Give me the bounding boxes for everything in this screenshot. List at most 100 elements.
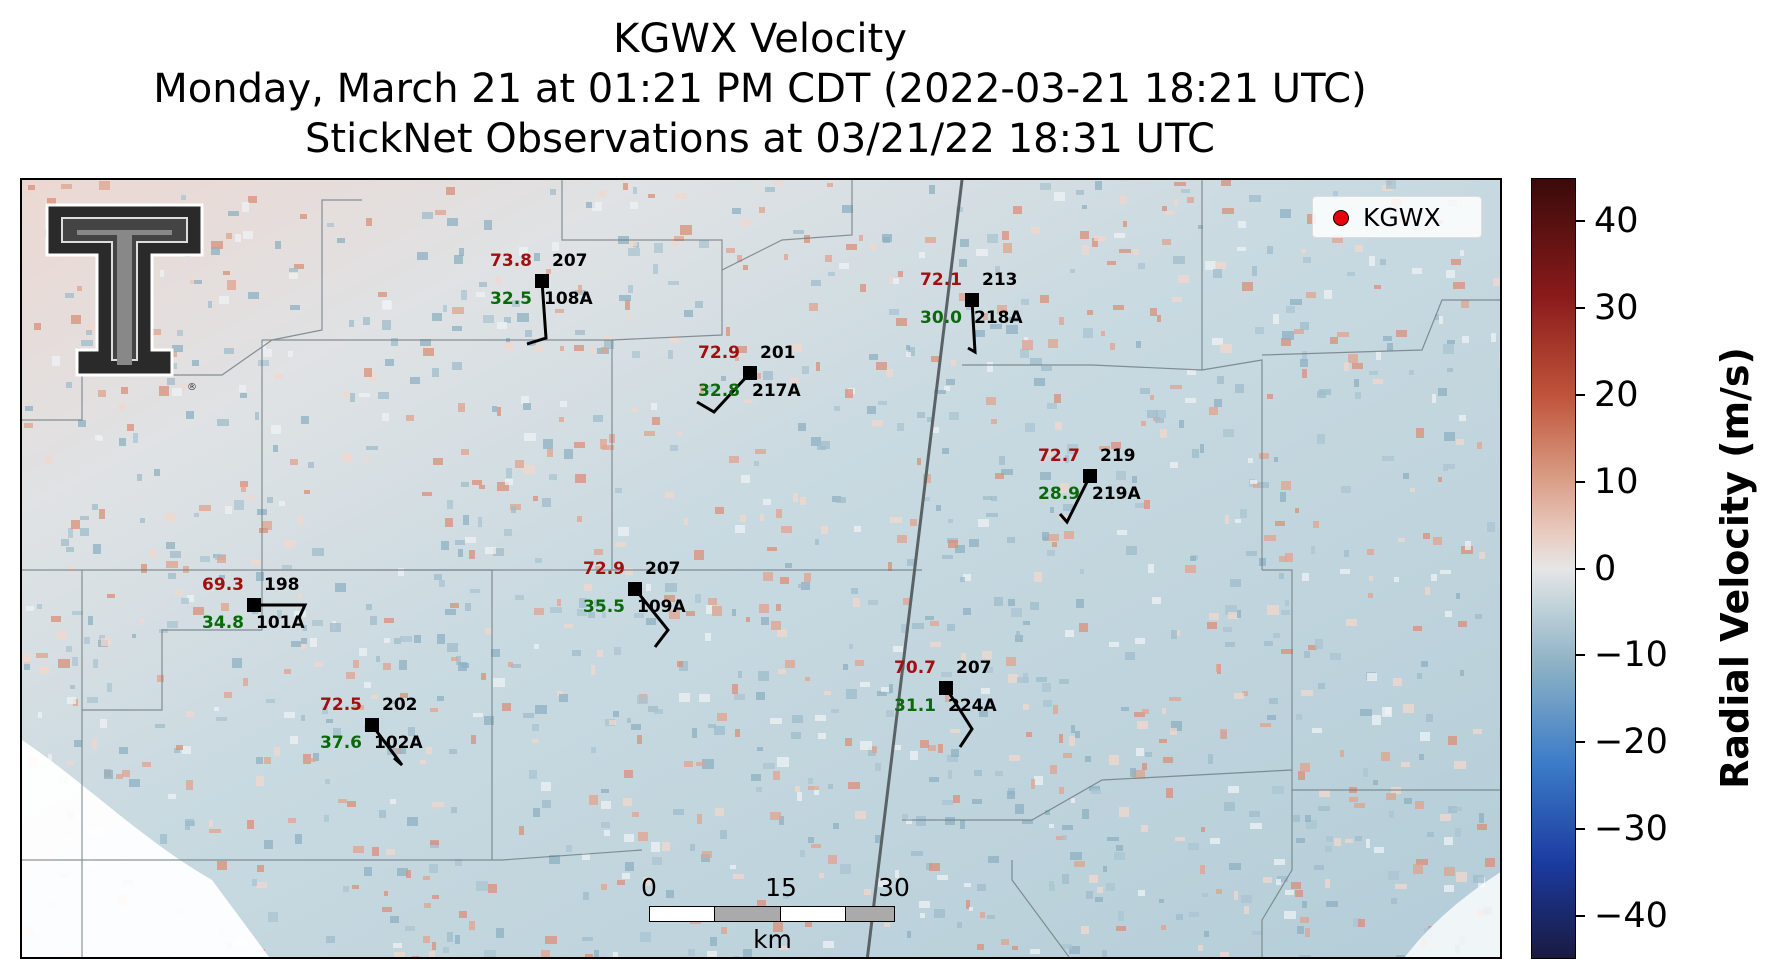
colorbar-tick-mark bbox=[1576, 480, 1585, 483]
colorbar-tick-mark bbox=[1576, 914, 1585, 917]
station-dewpoint: 35.5 bbox=[583, 597, 625, 617]
colorbar-tick-mark bbox=[1576, 741, 1585, 744]
station-number: 202 bbox=[382, 695, 418, 715]
colorbar-title: Radial Velocity (m/s) bbox=[1713, 347, 1757, 789]
colorbar-tick-mark bbox=[1576, 307, 1585, 310]
station-dewpoint: 31.1 bbox=[894, 696, 936, 716]
station-marker bbox=[939, 681, 953, 695]
station-marker bbox=[247, 598, 261, 612]
station-temperature: 73.8 bbox=[490, 251, 532, 271]
colorbar-tick-label: 10 bbox=[1594, 461, 1639, 502]
station-dewpoint: 30.0 bbox=[920, 308, 962, 328]
scale-segment bbox=[649, 906, 715, 922]
station-id: 219A bbox=[1092, 484, 1141, 504]
scale-segment bbox=[714, 906, 781, 922]
station-219A[interactable]: 72.7 219 28.9 219A bbox=[1038, 446, 1141, 525]
colorbar-tick-label: −30 bbox=[1594, 808, 1668, 849]
station-temperature: 69.3 bbox=[202, 575, 244, 595]
colorbar-tick-label: 30 bbox=[1594, 288, 1639, 329]
station-number: 201 bbox=[760, 343, 796, 363]
title-line-3: StickNet Observations at 03/21/22 18:31 … bbox=[305, 116, 1215, 162]
station-dewpoint: 37.6 bbox=[320, 733, 362, 753]
colorbar-tick-label: 0 bbox=[1594, 548, 1617, 589]
colorbar-tick-mark bbox=[1576, 393, 1585, 396]
scale-tick-0: 0 bbox=[641, 873, 657, 902]
station-id: 102A bbox=[374, 733, 423, 753]
colorbar-tick-label: 40 bbox=[1594, 201, 1639, 242]
scale-segment bbox=[780, 906, 846, 922]
state-boundary bbox=[865, 180, 964, 957]
wind-barb bbox=[1058, 475, 1092, 525]
station-id: 108A bbox=[544, 289, 593, 309]
station-217A[interactable]: 72.9 201 32.8 217A bbox=[696, 343, 801, 414]
wind-barb bbox=[526, 280, 548, 346]
stations-layer: 73.8 207 32.5 108A 72.9 201 32.8 217A 72.1 213 30.… bbox=[202, 251, 1141, 767]
station-number: 213 bbox=[982, 270, 1018, 290]
wind-barb bbox=[370, 724, 404, 767]
station-temperature: 72.9 bbox=[583, 559, 625, 579]
station-number: 207 bbox=[645, 559, 681, 579]
colorbar-tick-label: 20 bbox=[1594, 374, 1639, 415]
station-108A[interactable]: 73.8 207 32.5 108A bbox=[490, 251, 593, 346]
scale-bar: 0 15 30 km bbox=[630, 873, 910, 954]
station-temperature: 72.7 bbox=[1038, 446, 1080, 466]
colorbar-tick-mark bbox=[1576, 827, 1585, 830]
scale-tick-15: 15 bbox=[765, 873, 797, 902]
no-data-region bbox=[22, 740, 270, 957]
station-number: 219 bbox=[1100, 446, 1136, 466]
map-legend: KGWX bbox=[1312, 196, 1482, 238]
station-marker bbox=[965, 293, 979, 307]
station-dewpoint: 32.5 bbox=[490, 289, 532, 309]
legend-label: KGWX bbox=[1363, 203, 1441, 232]
colorbar-tick-mark bbox=[1576, 567, 1585, 570]
station-id: 101A bbox=[256, 613, 305, 633]
station-id: 217A bbox=[752, 381, 801, 401]
station-id: 109A bbox=[637, 597, 686, 617]
wind-barb bbox=[254, 603, 308, 619]
station-id: 218A bbox=[974, 308, 1023, 328]
station-temperature: 72.1 bbox=[920, 270, 962, 290]
station-number: 198 bbox=[264, 575, 300, 595]
station-marker bbox=[1083, 469, 1097, 483]
wind-barb bbox=[967, 299, 977, 355]
scale-unit: km bbox=[753, 925, 792, 954]
station-dewpoint: 32.8 bbox=[698, 381, 740, 401]
scale-segment bbox=[845, 906, 895, 922]
station-224A[interactable]: 70.7 207 31.1 224A bbox=[894, 658, 997, 748]
station-marker bbox=[365, 718, 379, 732]
title-line-1: KGWX Velocity bbox=[613, 16, 907, 62]
station-temperature: 70.7 bbox=[894, 658, 936, 678]
wind-barb bbox=[944, 687, 974, 748]
station-dewpoint: 28.9 bbox=[1038, 484, 1080, 504]
no-data-region-right bbox=[1405, 872, 1500, 957]
station-number: 207 bbox=[552, 251, 588, 271]
velocity-colorbar bbox=[1531, 178, 1576, 959]
station-109A[interactable]: 72.9 207 35.5 109A bbox=[583, 559, 686, 648]
station-dewpoint: 34.8 bbox=[202, 613, 244, 633]
station-marker bbox=[535, 274, 549, 288]
station-marker bbox=[628, 582, 642, 596]
colorbar-tick-label: −40 bbox=[1594, 895, 1668, 936]
station-marker bbox=[743, 366, 757, 380]
station-102A[interactable]: 72.5 202 37.6 102A bbox=[320, 695, 423, 767]
colorbar-tick-mark bbox=[1576, 220, 1585, 223]
registered-mark: ® bbox=[187, 382, 197, 393]
title-line-2: Monday, March 21 at 01:21 PM CDT (2022-0… bbox=[153, 66, 1367, 112]
texas-tech-double-t-logo: ® bbox=[45, 203, 204, 393]
station-number: 207 bbox=[956, 658, 992, 678]
wind-barb bbox=[696, 371, 752, 414]
colorbar-tick-mark bbox=[1576, 654, 1585, 657]
radar-map[interactable]: 73.8 207 32.5 108A 72.9 201 32.8 217A 72.1 213 30.… bbox=[20, 178, 1502, 959]
station-101A[interactable]: 69.3 198 34.8 101A bbox=[202, 575, 308, 633]
wind-barb bbox=[633, 588, 670, 648]
station-temperature: 72.5 bbox=[320, 695, 362, 715]
station-temperature: 72.9 bbox=[698, 343, 740, 363]
colorbar-tick-label: −20 bbox=[1594, 722, 1668, 763]
colorbar-tick-label: −10 bbox=[1594, 635, 1668, 676]
scale-tick-30: 30 bbox=[878, 873, 910, 902]
station-id: 224A bbox=[948, 696, 997, 716]
radar-velocity-field: 73.8 207 32.5 108A 72.9 201 32.8 217A 72.1 213 30.… bbox=[22, 180, 1500, 957]
station-218A[interactable]: 72.1 213 30.0 218A bbox=[920, 270, 1023, 355]
radar-site-marker-icon bbox=[1333, 210, 1349, 226]
county-boundaries bbox=[22, 180, 1500, 957]
